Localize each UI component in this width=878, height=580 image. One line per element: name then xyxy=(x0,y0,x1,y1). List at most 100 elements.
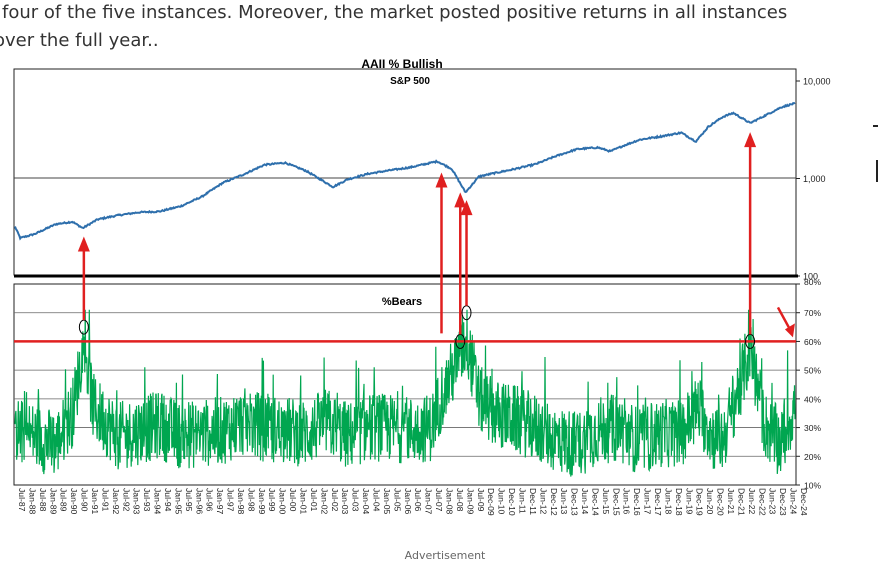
article-line-2: over the full year.. xyxy=(0,30,159,51)
price-tick-label-1000: 1,000 xyxy=(803,174,826,184)
x-axis-label-4: Jul-89 xyxy=(59,488,69,512)
bears-panel-frame xyxy=(13,283,797,486)
bears-panel: %Bears 80% 70% 60% 50% 40% 30% 20% 10% xyxy=(13,277,821,491)
x-axis-label-9: Jan-92 xyxy=(111,488,121,514)
x-axis-label-58: Jun-16 xyxy=(622,488,632,514)
annotation-arrow-head-4 xyxy=(744,132,757,148)
x-axis-label-34: Jul-04 xyxy=(372,488,382,512)
advertisement-label: Advertisement xyxy=(404,549,486,562)
bears-tick-label-70: 70% xyxy=(804,308,821,318)
edge-artifact-1 xyxy=(873,125,878,127)
x-axis-label-21: Jan-98 xyxy=(236,488,246,514)
price-tick-label-100: 100 xyxy=(803,272,818,282)
x-axis-label-63: Dec-18 xyxy=(674,488,684,516)
x-axis-label-68: Jun-21 xyxy=(726,488,736,514)
x-axis-label-15: Jan-95 xyxy=(173,488,183,514)
x-axis-label-43: Jan-09 xyxy=(465,488,475,514)
x-axis-label-44: Jul-09 xyxy=(476,488,486,512)
x-axis-label-20: Jul-97 xyxy=(226,488,236,512)
x-axis-label-2: Jul-88 xyxy=(38,488,48,512)
x-axis-label-1: Jan-88 xyxy=(27,488,37,514)
bears-series-line xyxy=(14,309,796,477)
x-axis-label-69: Dec-21 xyxy=(736,488,746,516)
x-axis-label-65: Dec-19 xyxy=(695,488,705,516)
price-chart-subtitle: S&P 500 xyxy=(390,76,430,87)
price-chart-title: AAII % Bullish xyxy=(361,57,442,71)
x-axis-label-72: Jun-23 xyxy=(768,488,778,514)
bears-tick-label-60: 60% xyxy=(804,337,821,347)
x-axis-label-61: Dec-17 xyxy=(653,488,663,516)
x-axis-label-62: Jun-18 xyxy=(664,488,674,514)
x-axis-label-26: Jul-00 xyxy=(288,488,298,512)
x-axis-label-56: Jun-15 xyxy=(601,488,611,514)
x-axis-label-42: Jul-08 xyxy=(455,488,465,512)
x-axis-label-51: Dec-12 xyxy=(549,488,559,516)
x-axis-label-41: Jan-08 xyxy=(445,488,455,514)
annotation-arrow-head-3 xyxy=(460,200,473,216)
bears-tick-label-30: 30% xyxy=(804,423,821,433)
x-axis-label-5: Jan-90 xyxy=(69,488,79,514)
bears-chart-title: %Bears xyxy=(382,296,422,308)
x-axis-label-33: Jan-04 xyxy=(361,488,371,514)
x-axis-label-25: Jan-00 xyxy=(278,488,288,514)
bears-tick-label-10: 10% xyxy=(804,481,821,491)
article-line-1: four of the five instances. Moreover, th… xyxy=(2,2,788,23)
x-axis-label-14: Jul-94 xyxy=(163,488,173,512)
bears-axis-ticks: 80% 70% 60% 50% 40% 30% 20% 10% xyxy=(796,277,821,491)
x-axis-label-39: Jan-07 xyxy=(424,488,434,514)
x-axis-label-7: Jan-91 xyxy=(90,488,100,514)
x-axis-label-40: Jul-07 xyxy=(434,488,444,512)
x-axis-label-22: Jul-98 xyxy=(246,488,256,512)
x-axis-label-16: Jul-95 xyxy=(184,488,194,512)
x-axis-label-6: Jul-90 xyxy=(80,488,90,512)
x-axis-label-10: Jul-92 xyxy=(121,488,131,512)
x-axis-label-32: Jul-03 xyxy=(351,488,361,512)
x-axis-label-23: Jan-99 xyxy=(257,488,267,514)
x-axis-label-27: Jan-01 xyxy=(299,488,309,514)
price-panel: AAII % Bullish S&P 500 100 1,000 10,000 xyxy=(13,57,831,282)
bears-tick-label-50: 50% xyxy=(804,366,821,376)
price-axis-ticks: 100 1,000 10,000 xyxy=(796,77,831,282)
x-axis-label-59: Dec-16 xyxy=(632,488,642,516)
edge-artifact-2 xyxy=(876,160,878,182)
x-axis-label-49: Dec-11 xyxy=(528,488,538,515)
x-axis-label-36: Jul-05 xyxy=(392,488,402,512)
x-axis-label-38: Jul-06 xyxy=(413,488,423,512)
x-axis-label-18: Jul-96 xyxy=(205,488,215,512)
x-axis-label-54: Jun-14 xyxy=(580,488,590,514)
x-axis-label-64: Jun-19 xyxy=(684,488,694,514)
x-axis-label-11: Jan-93 xyxy=(132,488,142,514)
bears-tick-label-80: 80% xyxy=(804,277,821,287)
x-axis-label-19: Jan-97 xyxy=(215,488,225,514)
x-axis-labels: Jul-87 Jan-88 Jul-88 Jan-89 Jul-89 Jan-90 Jul-… xyxy=(17,488,809,516)
annotation-arrows xyxy=(77,132,795,338)
annotation-arrow-head-2 xyxy=(454,192,467,208)
x-axis-label-31: Jan-03 xyxy=(340,488,350,514)
x-axis-label-74: Jun-24 xyxy=(789,488,799,514)
annotation-arrow-head-1 xyxy=(435,172,448,188)
x-axis-label-13: Jan-94 xyxy=(153,488,163,514)
x-axis-label-45: Dec-09 xyxy=(486,488,496,516)
x-axis-label-47: Dec-10 xyxy=(507,488,517,516)
annotation-arrow-head-0 xyxy=(77,236,90,252)
annotation-arrow-diagonal-head xyxy=(784,323,795,338)
x-axis-label-0: Jul-87 xyxy=(17,488,27,512)
x-axis-label-66: Jun-20 xyxy=(705,488,715,514)
x-axis-label-46: Jun-10 xyxy=(497,488,507,514)
x-axis-label-8: Jul-91 xyxy=(100,488,110,512)
x-axis-label-70: Jun-22 xyxy=(747,488,757,514)
x-axis-label-57: Dec-15 xyxy=(611,488,621,516)
x-axis-label-52: Jun-13 xyxy=(559,488,569,514)
x-axis-label-17: Jan-96 xyxy=(194,488,204,514)
annotation-arrow-diagonal-shaft xyxy=(776,306,792,331)
x-axis-label-37: Jan-06 xyxy=(403,488,413,514)
x-axis-label-29: Jan-02 xyxy=(319,488,329,514)
x-axis-label-35: Jan-05 xyxy=(382,488,392,514)
bears-tick-label-20: 20% xyxy=(804,452,821,462)
x-axis-label-60: Jun-17 xyxy=(643,488,653,514)
x-axis-label-55: Dec-14 xyxy=(591,488,601,516)
x-axis-label-50: Jun-12 xyxy=(538,488,548,514)
x-axis-label-24: Jul-99 xyxy=(267,488,277,512)
x-axis-label-73: Dec-23 xyxy=(778,488,788,516)
x-axis-label-53: Dec-13 xyxy=(570,488,580,516)
